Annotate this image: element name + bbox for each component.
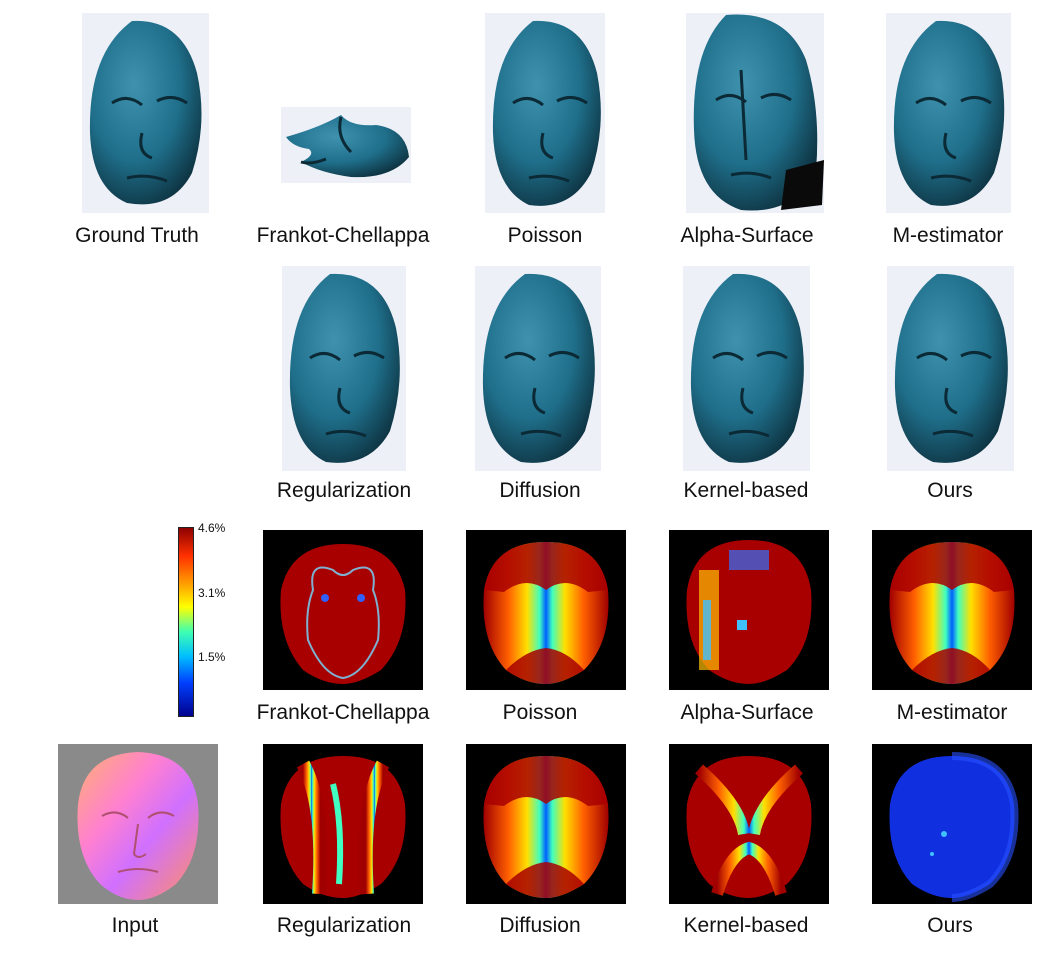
surface-regularization [282,266,406,471]
label-regularization-error: Regularization [276,914,412,937]
colorbar-tick-low: 1.5% [198,650,226,664]
error-map-frankot-chellappa [263,530,423,690]
label-alpha-surface: Alpha-Surface [680,224,814,247]
surface-kernel-based [683,266,810,471]
error-map-diffusion [466,744,626,904]
label-regularization: Regularization [276,479,412,502]
label-kernel-based: Kernel-based [683,479,809,502]
label-alpha-surface-error: Alpha-Surface [680,701,814,724]
input-normal-map [58,744,218,904]
error-map-kernel-based [669,744,829,904]
surface-poisson [485,13,605,213]
colorbar-tick-mid: 3.1% [198,586,226,600]
label-poisson-error: Poisson [502,701,578,724]
surface-diffusion [475,266,601,471]
label-m-estimator-error: M-estimator [896,701,1008,724]
error-map-regularization [263,744,423,904]
label-input: Input [111,914,159,937]
surface-m-estimator [886,13,1011,213]
surface-ground-truth [82,13,209,213]
surface-alpha-surface [686,10,826,213]
label-diffusion-error: Diffusion [499,914,581,937]
surface-ours [887,266,1014,471]
error-map-m-estimator [872,530,1032,690]
label-frankot-chellappa-error: Frankot-Chellappa [256,701,430,724]
error-map-poisson [466,530,626,690]
label-ground-truth: Ground Truth [75,224,199,247]
label-diffusion: Diffusion [499,479,581,502]
label-ours-error: Ours [927,914,973,937]
surface-frankot-chellappa [281,107,411,183]
label-m-estimator: M-estimator [892,224,1004,247]
colorbar [178,527,194,717]
colorbar-tick-max: 4.6% [198,521,226,535]
error-map-alpha-surface [669,530,829,690]
label-ours: Ours [927,479,973,502]
error-map-ours [872,744,1032,904]
label-poisson: Poisson [507,224,583,247]
label-kernel-based-error: Kernel-based [683,914,809,937]
label-frankot-chellappa: Frankot-Chellappa [256,224,430,247]
